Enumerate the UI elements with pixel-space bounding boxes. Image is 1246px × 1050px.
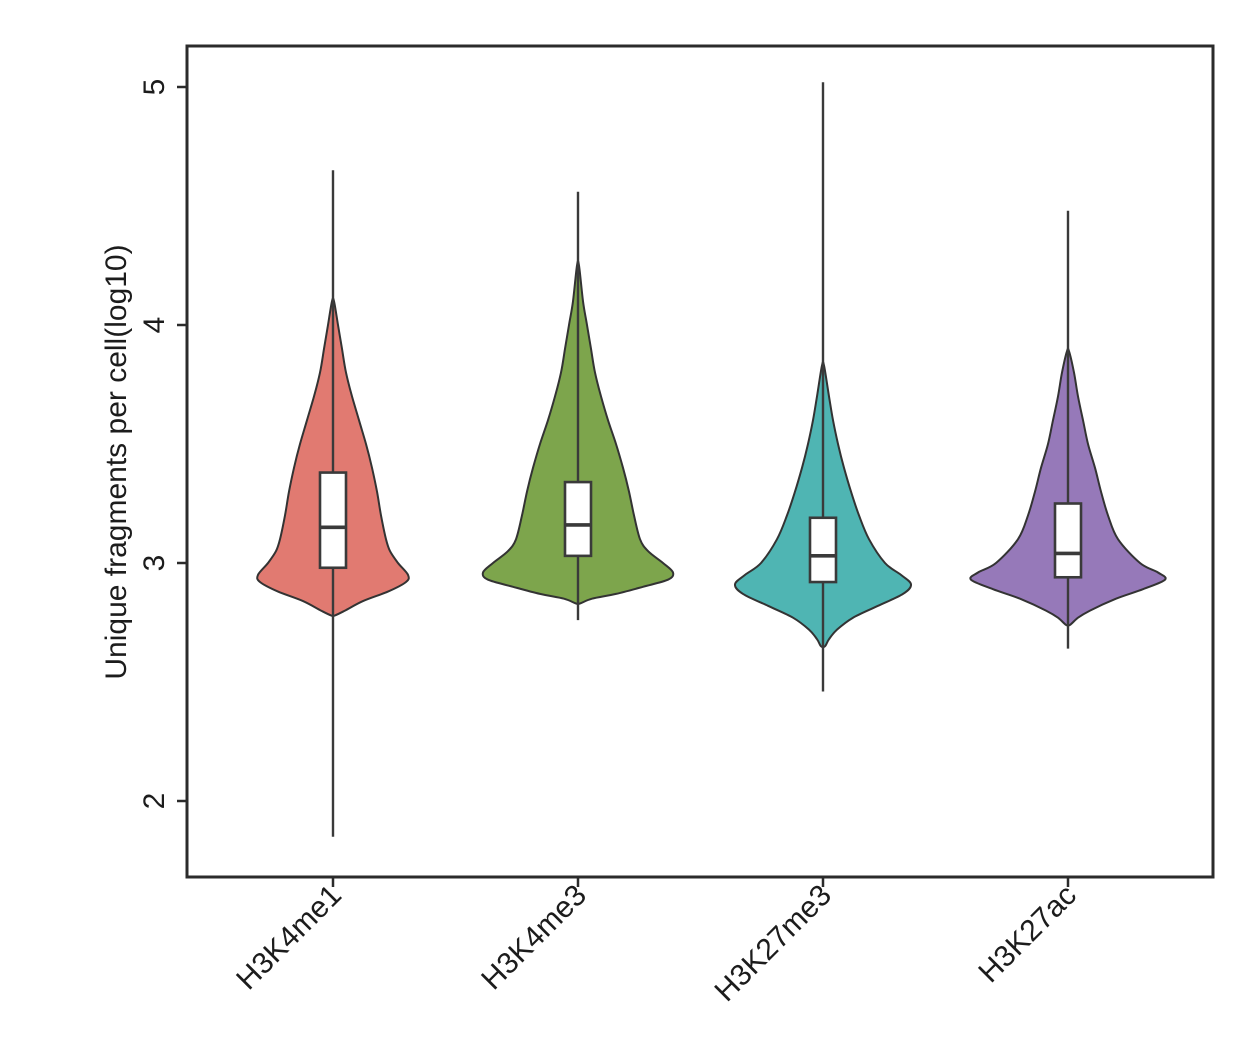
x-axis-category-label: H3K27ac xyxy=(972,879,1083,990)
box-iqr xyxy=(563,480,593,558)
box-iqr xyxy=(318,471,348,570)
violin-group-H3K4me3 xyxy=(481,191,675,621)
y-axis-tick-label: 3 xyxy=(138,555,171,572)
x-axis-category-label: H3K27me3 xyxy=(708,879,837,1008)
y-axis-tick-label: 5 xyxy=(138,79,171,96)
y-axis-title: Unique fragments per cell(log10) xyxy=(100,244,133,679)
plot-frame xyxy=(185,44,1215,879)
x-axis-category-label: H3K4me3 xyxy=(475,879,593,997)
box-iqr xyxy=(1053,502,1083,579)
violin-group-H3K27ac xyxy=(969,210,1167,649)
y-axis-tick-label: 4 xyxy=(138,317,171,334)
y-axis-tick-label: 2 xyxy=(138,793,171,810)
violin-group-H3K4me1 xyxy=(256,170,410,837)
x-axis-category-label: H3K4me1 xyxy=(230,879,348,997)
box-iqr xyxy=(808,516,838,584)
violin-group-H3K27me3 xyxy=(733,82,913,692)
